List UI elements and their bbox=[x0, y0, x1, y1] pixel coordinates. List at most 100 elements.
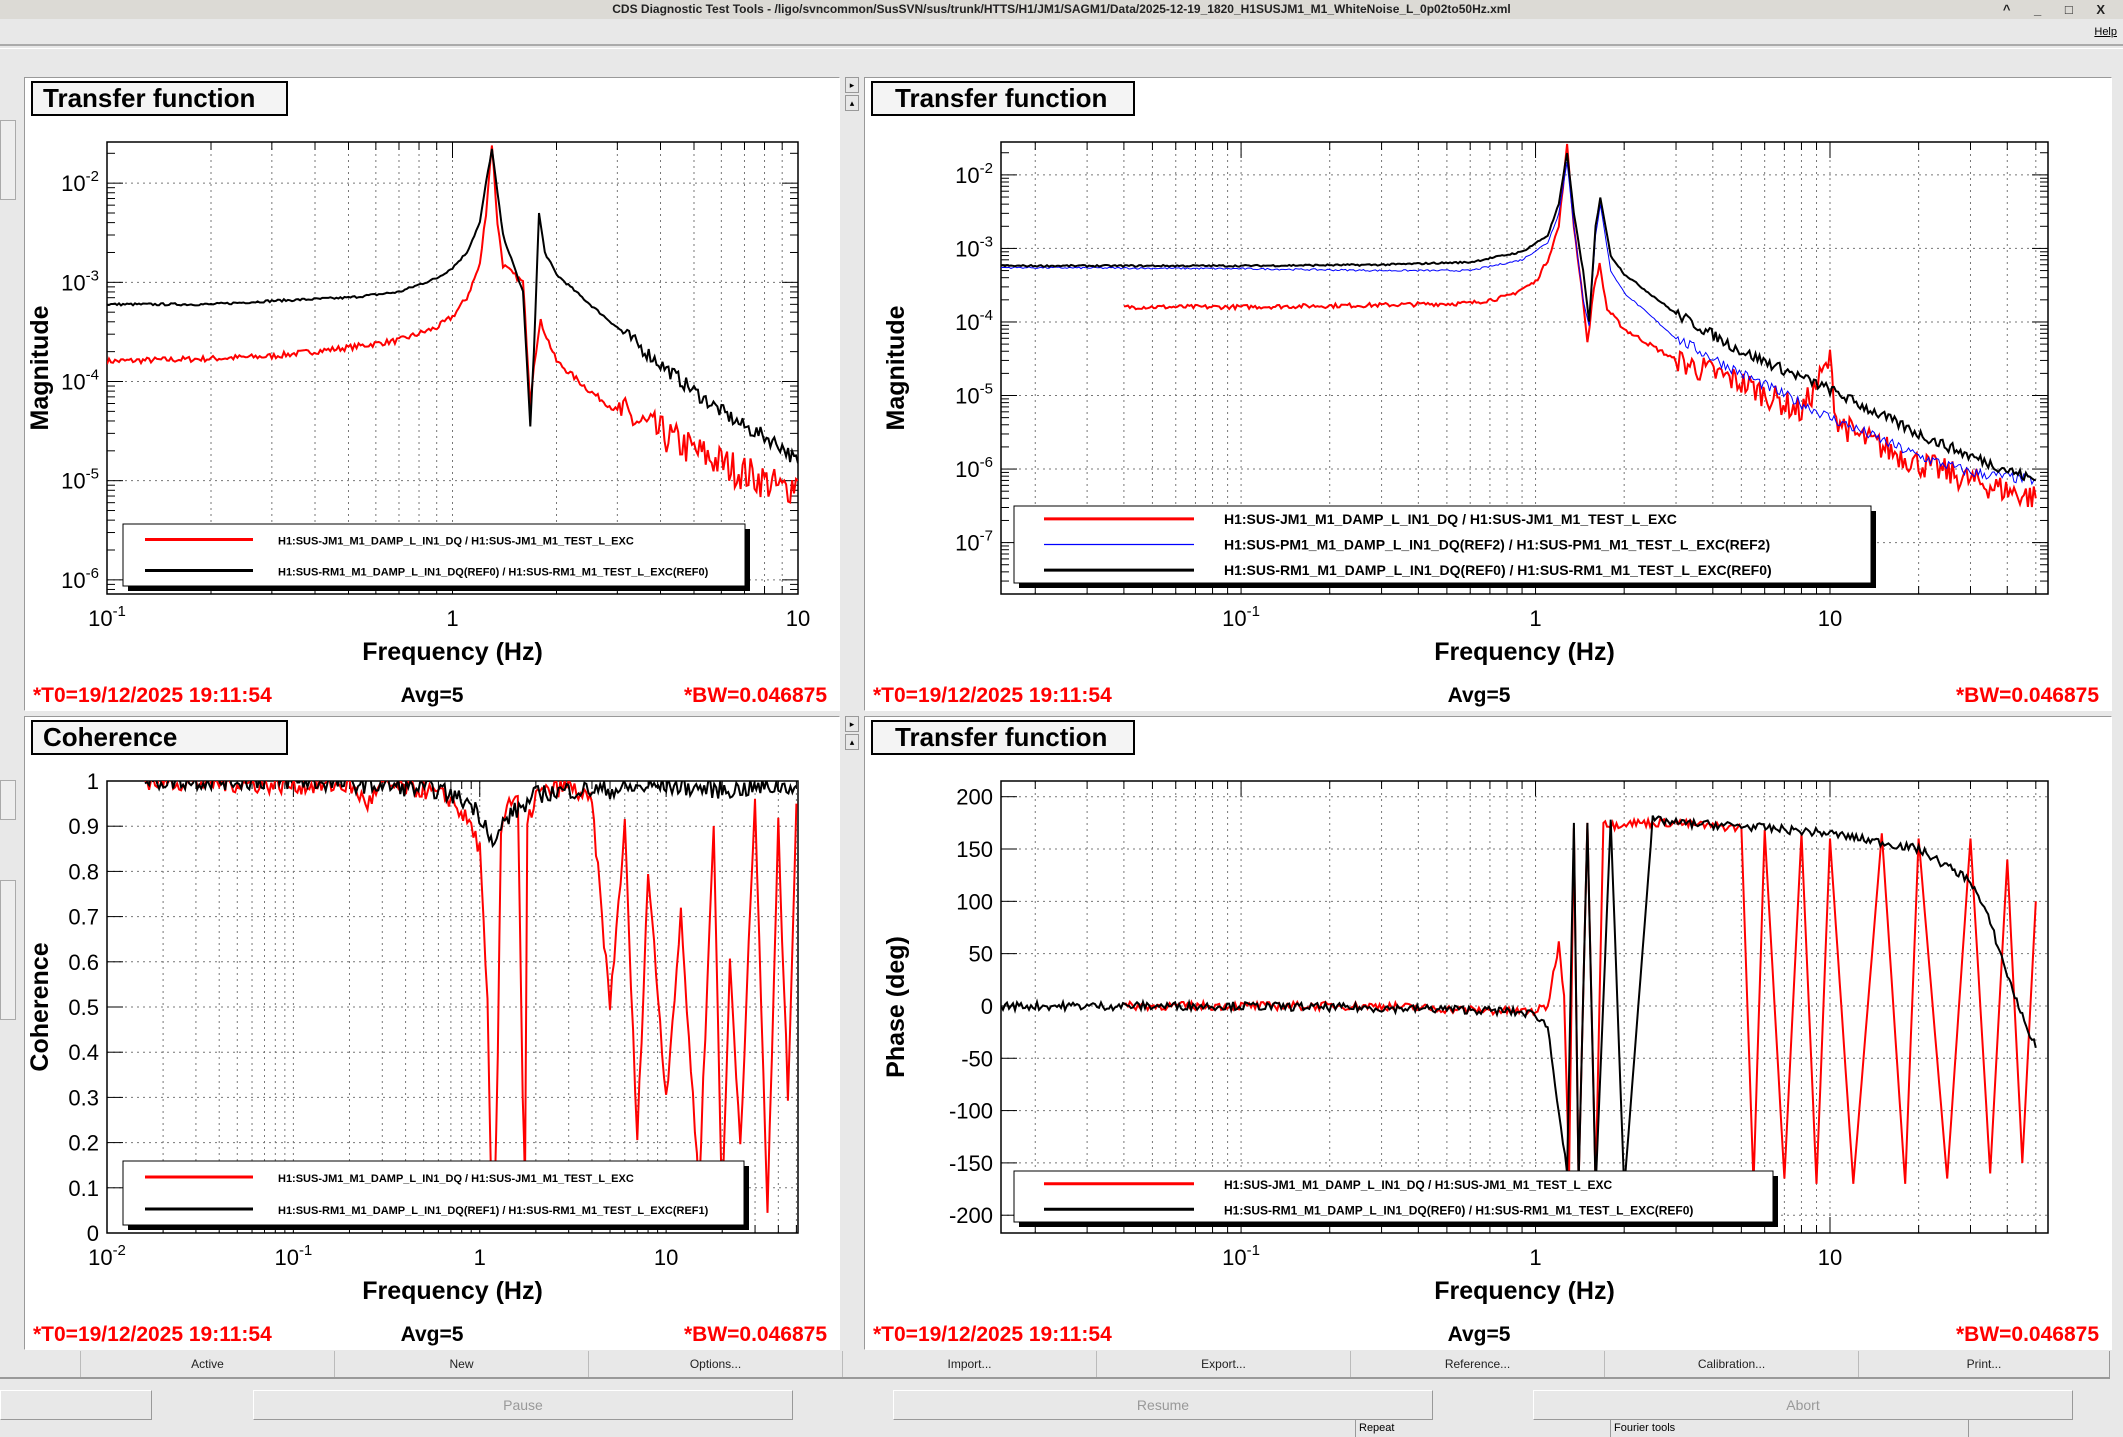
average-count: Avg=5 bbox=[1448, 1323, 1511, 1346]
legend-label: H1:SUS-PM1_M1_DAMP_L_IN1_DQ(REF2) / H1:S… bbox=[1224, 537, 1770, 553]
left-side-strip bbox=[0, 880, 16, 1020]
scroll-right-button[interactable]: ▸ bbox=[845, 716, 859, 732]
y-axis-label: Magnitude bbox=[26, 305, 54, 430]
print-button[interactable]: Print... bbox=[1858, 1351, 2110, 1377]
panel-title: Coherence bbox=[43, 722, 177, 752]
bandwidth-label: *BW=0.046875 bbox=[1956, 1323, 2099, 1346]
tick-exponent: -3 bbox=[86, 267, 99, 284]
y-tick-label: 10-2 bbox=[955, 160, 993, 188]
plot-panel-bottom-right: Transfer function 10-1 1 10 -200 -150 -100 -50 0… bbox=[864, 716, 2112, 1350]
help-menu[interactable]: Help bbox=[2094, 26, 2117, 38]
x-axis-label: Frequency (Hz) bbox=[362, 638, 543, 666]
y-tick-label: 200 bbox=[956, 785, 993, 810]
x-axis-label: Frequency (Hz) bbox=[1434, 638, 1615, 666]
x-tick-label: 10 bbox=[1818, 606, 1842, 631]
series-line-2 bbox=[107, 148, 798, 464]
tick-exponent: -2 bbox=[86, 168, 99, 185]
y-tick-label: 0.5 bbox=[68, 995, 99, 1020]
window-controls[interactable]: ^ _ □ X bbox=[2002, 2, 2115, 17]
y-tick-label: 0.3 bbox=[68, 1085, 99, 1110]
tick-base: 10 bbox=[88, 606, 112, 631]
x-tick-label: 1 bbox=[446, 606, 458, 631]
x-tick-label: 10 bbox=[654, 1245, 678, 1270]
t0-label: *T0=19/12/2025 19:11:54 bbox=[873, 684, 1112, 707]
y-tick-label: 10-5 bbox=[955, 381, 993, 409]
tick-exponent: -4 bbox=[980, 307, 993, 324]
average-count: Avg=5 bbox=[401, 1323, 464, 1346]
x-tick-label: 10-2 bbox=[88, 1242, 126, 1270]
tick-base: 10 bbox=[955, 384, 979, 409]
new-button[interactable]: New bbox=[334, 1351, 588, 1377]
y-tick-label: 0.2 bbox=[68, 1131, 99, 1156]
y-tick-label: 150 bbox=[956, 837, 993, 862]
y-tick-label: 10-5 bbox=[61, 466, 99, 494]
menu-bar: Help bbox=[0, 19, 2123, 46]
y-tick-label: -200 bbox=[949, 1203, 993, 1228]
panel-title-box bbox=[871, 720, 1135, 755]
plot-frame bbox=[106, 141, 799, 595]
x-tick-label: 10-1 bbox=[1222, 1242, 1260, 1270]
y-tick-label: 10-7 bbox=[955, 528, 993, 556]
x-tick-label: 10 bbox=[786, 606, 810, 631]
plot-frame bbox=[1000, 141, 2049, 595]
t0-label: *T0=19/12/2025 19:11:54 bbox=[33, 684, 272, 707]
tick-exponent: -1 bbox=[113, 603, 126, 620]
active-button[interactable]: Active bbox=[80, 1351, 334, 1377]
tick-exponent: -4 bbox=[86, 367, 99, 384]
x-tick-label: 10 bbox=[1818, 1245, 1842, 1270]
series-line-1 bbox=[107, 145, 798, 504]
plot-panel-top-left: Transfer function 10-1 1 10 10-6 10-5 10-4 10-3… bbox=[24, 77, 840, 711]
calibration-button[interactable]: Calibration... bbox=[1604, 1351, 1858, 1377]
export-button[interactable]: Export... bbox=[1096, 1351, 1350, 1377]
legend-label: H1:SUS-RM1_M1_DAMP_L_IN1_DQ(REF0) / H1:S… bbox=[1224, 1203, 1693, 1217]
abort-button[interactable]: Abort bbox=[1533, 1390, 2073, 1420]
pause-button[interactable]: Pause bbox=[253, 1390, 793, 1420]
options-button[interactable]: Options... bbox=[588, 1351, 842, 1377]
start-button-slot[interactable] bbox=[0, 1390, 152, 1420]
y-axis-label: Phase (deg) bbox=[882, 936, 910, 1078]
y-axis-label: Coherence bbox=[26, 942, 54, 1071]
panel-title-box bbox=[31, 720, 288, 755]
scroll-up-button[interactable]: ▴ bbox=[845, 95, 859, 111]
y-tick-label: 10-3 bbox=[955, 233, 993, 261]
tick-exponent: -6 bbox=[86, 565, 99, 582]
tick-exponent: -2 bbox=[113, 1242, 126, 1259]
tick-exponent: -2 bbox=[980, 160, 993, 177]
panel-title: Transfer function bbox=[43, 83, 255, 113]
y-tick-label: -150 bbox=[949, 1151, 993, 1176]
plot-panel-bottom-left: Coherence 10-2 10-1 1 10 0 0.1 0.2 0.3 0.4 0.5 0.6 0… bbox=[24, 716, 840, 1350]
panel-title: Transfer function bbox=[895, 722, 1107, 752]
reference-button[interactable]: Reference... bbox=[1350, 1351, 1604, 1377]
tick-exponent: -3 bbox=[980, 233, 993, 250]
action-button-row: Active New Options... Import... Export..… bbox=[0, 1349, 2110, 1379]
legend-label: H1:SUS-RM1_M1_DAMP_L_IN1_DQ(REF0) / H1:S… bbox=[278, 567, 709, 579]
y-tick-label: 0.4 bbox=[68, 1040, 99, 1065]
x-axis-label: Frequency (Hz) bbox=[1434, 1277, 1615, 1305]
legend-box bbox=[1013, 1170, 1774, 1223]
toolbar-strip bbox=[0, 48, 2123, 74]
bandwidth-label: *BW=0.046875 bbox=[684, 1323, 827, 1346]
y-tick-label: 1 bbox=[87, 769, 99, 794]
x-tick-label: 1 bbox=[1529, 606, 1541, 631]
tick-base: 10 bbox=[88, 1245, 112, 1270]
left-side-strip bbox=[0, 780, 16, 820]
tick-base: 10 bbox=[955, 531, 979, 556]
status-empty bbox=[1968, 1419, 2123, 1437]
legend-label: H1:SUS-RM1_M1_DAMP_L_IN1_DQ(REF0) / H1:S… bbox=[1224, 562, 1772, 578]
y-tick-label: 50 bbox=[969, 942, 993, 967]
resume-button[interactable]: Resume bbox=[893, 1390, 1433, 1420]
legend-box bbox=[122, 523, 746, 587]
y-tick-label: -50 bbox=[961, 1046, 993, 1071]
plot-frame bbox=[106, 780, 799, 1234]
legend-label: H1:SUS-JM1_M1_DAMP_L_IN1_DQ / H1:SUS-JM1… bbox=[1224, 1178, 1612, 1192]
series-line-2 bbox=[1001, 815, 2037, 1190]
tick-exponent: -6 bbox=[980, 454, 993, 471]
scroll-right-button[interactable]: ▸ bbox=[845, 77, 859, 93]
import-button[interactable]: Import... bbox=[842, 1351, 1096, 1377]
tick-exponent: -7 bbox=[980, 528, 993, 545]
t0-label: *T0=19/12/2025 19:11:54 bbox=[33, 1323, 272, 1346]
status-fourier-tools: Fourier tools bbox=[1610, 1419, 1968, 1437]
scroll-up-button[interactable]: ▴ bbox=[845, 734, 859, 750]
